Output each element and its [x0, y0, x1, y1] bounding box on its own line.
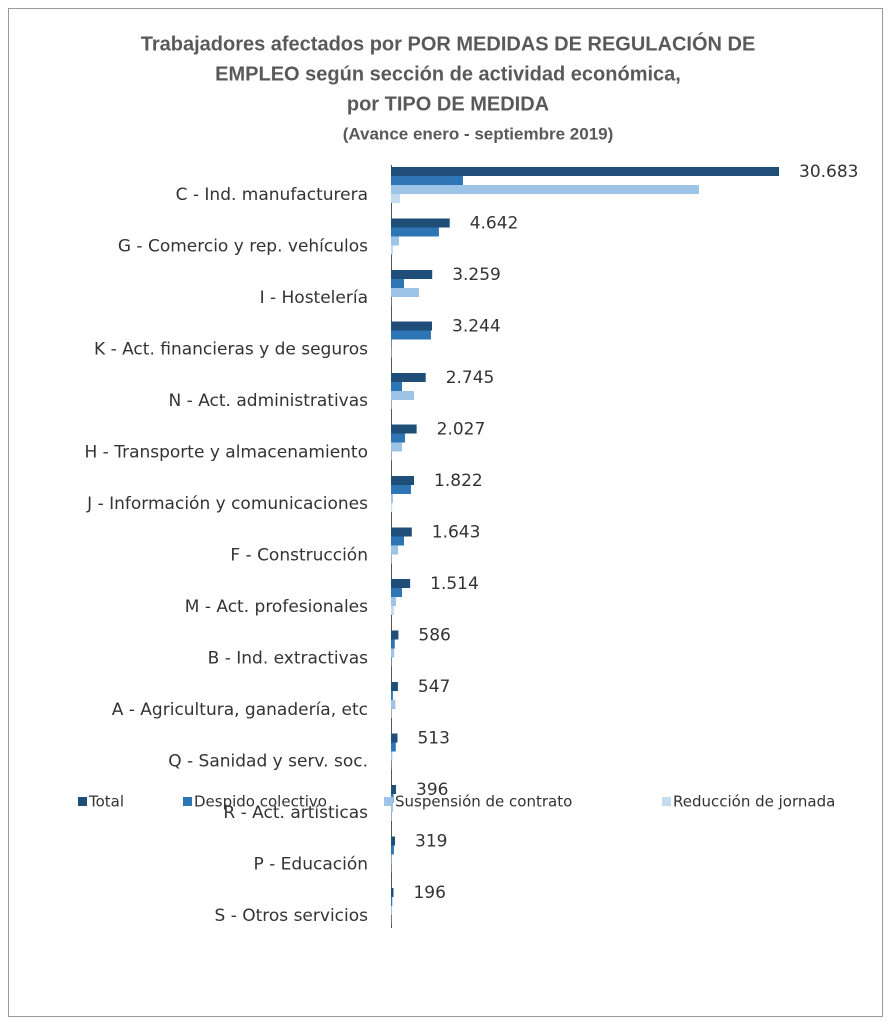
data-label: 2.027: [437, 420, 486, 440]
bar: [391, 751, 393, 761]
y-tick-label: A - Agricultura, ganadería, etc: [112, 700, 368, 720]
bar: [391, 682, 398, 691]
data-label: 1.514: [430, 574, 479, 594]
bar: [391, 245, 394, 255]
data-label: 547: [418, 677, 450, 697]
data-label: 196: [413, 883, 445, 903]
bar: [391, 597, 397, 606]
bar: [391, 854, 392, 864]
bar: [391, 897, 393, 906]
bar: [391, 494, 393, 503]
bar: [391, 588, 403, 597]
data-label: 3.259: [452, 265, 501, 285]
y-tick-label: R - Act. artísticas: [223, 803, 368, 823]
chart-title: por TIPO DE MEDIDA: [347, 93, 549, 115]
bar: [391, 733, 398, 743]
bar: [391, 906, 393, 915]
legend-swatch: [78, 797, 87, 806]
y-tick-label: M - Act. profesionales: [185, 597, 368, 617]
bar: [391, 845, 394, 855]
bar: [391, 218, 450, 228]
y-tick-label: P - Educación: [253, 855, 368, 875]
y-tick-label: J - Información y comunicaciones: [86, 494, 368, 514]
y-tick-label: C - Ind. manufacturera: [176, 185, 368, 205]
bar: [391, 270, 433, 279]
data-label: 319: [415, 832, 447, 852]
bar: [391, 527, 412, 537]
data-label: 2.745: [446, 368, 495, 388]
data-label: 396: [416, 780, 448, 800]
bar: [391, 194, 400, 203]
y-tick-label: K - Act. financieras y de seguros: [94, 340, 368, 360]
chart-title: EMPLEO según sección de actividad económ…: [215, 63, 681, 85]
bar: [391, 476, 415, 485]
bar: [391, 288, 419, 297]
bar: [391, 803, 393, 812]
bar: [391, 400, 392, 409]
legend-swatch: [384, 797, 393, 806]
bar: [391, 391, 415, 400]
data-label: 30.683: [799, 162, 858, 182]
legend-swatch: [662, 797, 671, 806]
bar: [391, 836, 396, 846]
bar: [391, 279, 405, 288]
bar: [391, 648, 395, 658]
bar: [391, 709, 392, 718]
bar: [391, 691, 393, 700]
chart-subtitle: (Avance enero - septiembre 2019): [343, 124, 614, 143]
y-tick-label: G - Comercio y rep. vehículos: [118, 237, 368, 257]
y-tick-label: B - Ind. extractivas: [208, 649, 368, 669]
data-label: 1.643: [432, 523, 481, 543]
y-tick-label: H - Transporte y almacenamiento: [84, 443, 368, 463]
y-tick-label: S - Otros servicios: [215, 906, 369, 926]
bar: [391, 579, 411, 588]
bar: [391, 236, 399, 246]
legend-label: Total: [88, 793, 124, 811]
bar: [391, 630, 399, 640]
legend-swatch: [183, 797, 192, 806]
chart-title: Trabajadores afectados por POR MEDIDAS D…: [141, 31, 756, 55]
legend-label: Despido colectivo: [194, 793, 327, 811]
y-tick-label: N - Act. administrativas: [169, 391, 369, 411]
bar: [391, 330, 431, 340]
bar: [391, 348, 392, 358]
bar: [391, 227, 439, 237]
bar: [391, 321, 433, 331]
bar: [391, 176, 463, 185]
y-tick-label: F - Construcción: [230, 546, 368, 566]
bar: [391, 545, 399, 555]
bar: [391, 700, 396, 709]
bar: [391, 606, 395, 615]
data-label: 4.642: [470, 214, 519, 234]
data-label: 3.244: [452, 317, 501, 337]
bar: [391, 554, 392, 564]
bar: [391, 339, 392, 349]
bar: [391, 742, 396, 752]
data-label: 586: [418, 626, 450, 646]
bar: [391, 382, 403, 391]
data-label: 1.822: [434, 471, 483, 491]
bar: [391, 433, 406, 443]
bar: [391, 888, 394, 897]
y-tick-label: I - Hostelería: [260, 288, 368, 308]
legend-label: Suspensión de contrato: [395, 793, 572, 811]
bar: [391, 812, 392, 821]
bar: [391, 167, 779, 176]
bar: [391, 424, 417, 434]
bar: [391, 785, 397, 794]
bar: [391, 451, 392, 461]
bar: [391, 536, 405, 546]
bar: [391, 503, 393, 512]
bar: [391, 373, 426, 382]
y-tick-label: Q - Sanidad y serv. soc.: [168, 752, 368, 772]
bar: [391, 639, 395, 649]
bar: [391, 442, 403, 452]
bar: [391, 185, 699, 194]
data-label: 513: [417, 729, 449, 749]
legend-label: Reducción de jornada: [673, 793, 835, 811]
bar: [391, 485, 411, 494]
